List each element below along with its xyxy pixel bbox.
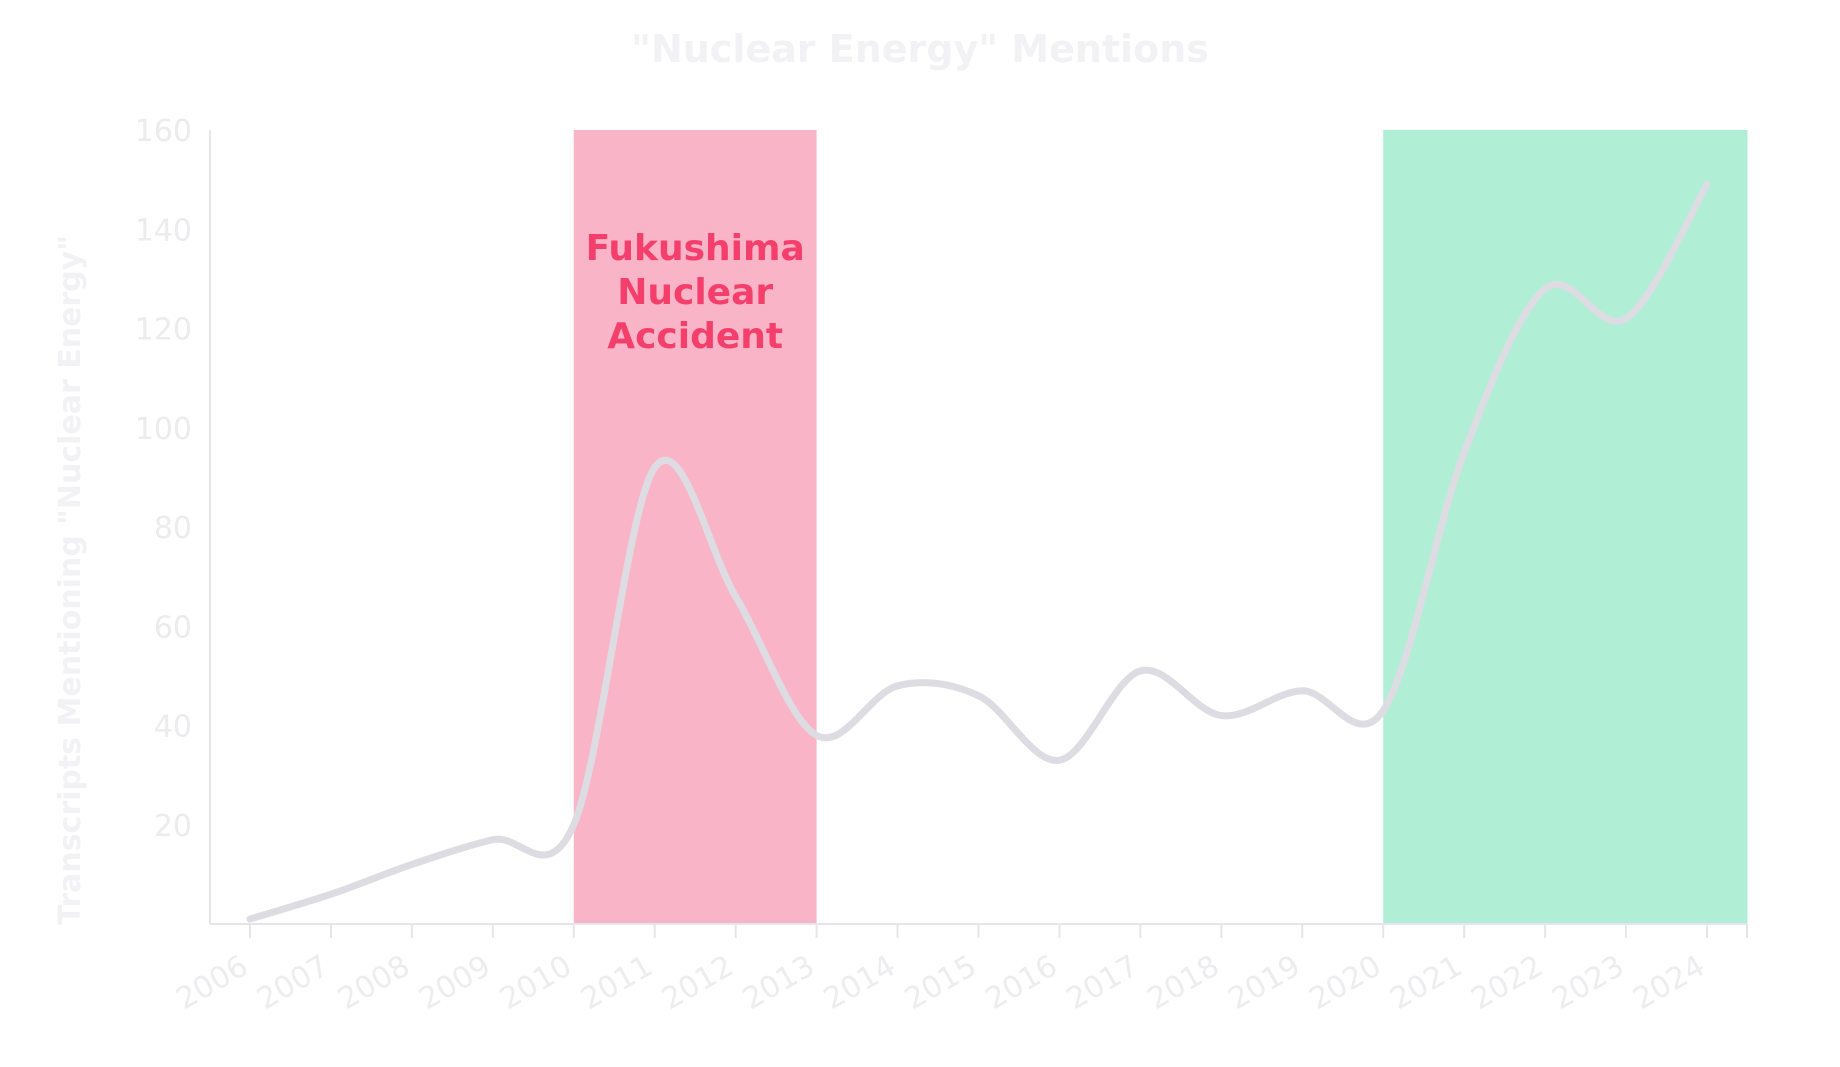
series-layer [246, 181, 1711, 923]
x-tick-label: 2009 [413, 949, 497, 1017]
series-line-0 [246, 181, 1711, 923]
x-tick-label: 2023 [1546, 949, 1630, 1017]
y-tick-label: 140 [135, 213, 192, 248]
x-tick-label: 2011 [575, 949, 659, 1017]
y-tick-label: 80 [154, 511, 192, 546]
x-tick-label: 2018 [1142, 949, 1226, 1017]
band-annotation-0: Fukushima Nuclear Accident [586, 228, 805, 357]
x-tick-label: 2012 [656, 949, 740, 1017]
y-tick-label: 60 [154, 610, 192, 645]
x-tick-label: 2006 [170, 949, 254, 1017]
x-tick-label: 2022 [1465, 949, 1549, 1017]
highlight-bands [573, 130, 1748, 924]
band-annotation-line: Accident [607, 316, 783, 357]
y-tick-label: 120 [135, 313, 192, 348]
band-annotation-line: Fukushima [586, 228, 805, 269]
x-tick-label: 2008 [332, 949, 416, 1017]
x-tick-label: 2021 [1385, 949, 1469, 1017]
x-tick-label: 2017 [1061, 949, 1145, 1017]
x-tick-label: 2019 [1223, 949, 1307, 1017]
y-tick-label: 100 [135, 412, 192, 447]
x-tick-label: 2014 [818, 949, 902, 1017]
chart-title: "Nuclear Energy" Mentions [631, 27, 1209, 71]
x-tick-label: 2007 [251, 949, 335, 1017]
x-tick-label: 2016 [980, 949, 1064, 1017]
y-tick-label: 40 [154, 710, 192, 745]
x-tick-label: 2013 [737, 949, 821, 1017]
y-tick-label: 160 [135, 114, 192, 149]
band-annotation-line: Nuclear [617, 272, 773, 313]
y-axis-label: Transcripts Mentioning "Nuclear Energy" [53, 235, 88, 925]
highlight-band-0 [573, 130, 817, 924]
annotations: Fukushima Nuclear Accident [586, 228, 805, 357]
x-tick-label: 2024 [1627, 949, 1711, 1017]
x-tick-label: 2010 [494, 949, 578, 1017]
x-tick-label: 2015 [899, 949, 983, 1017]
y-tick-label: 20 [154, 809, 192, 844]
x-tick-label: 2020 [1304, 949, 1388, 1017]
